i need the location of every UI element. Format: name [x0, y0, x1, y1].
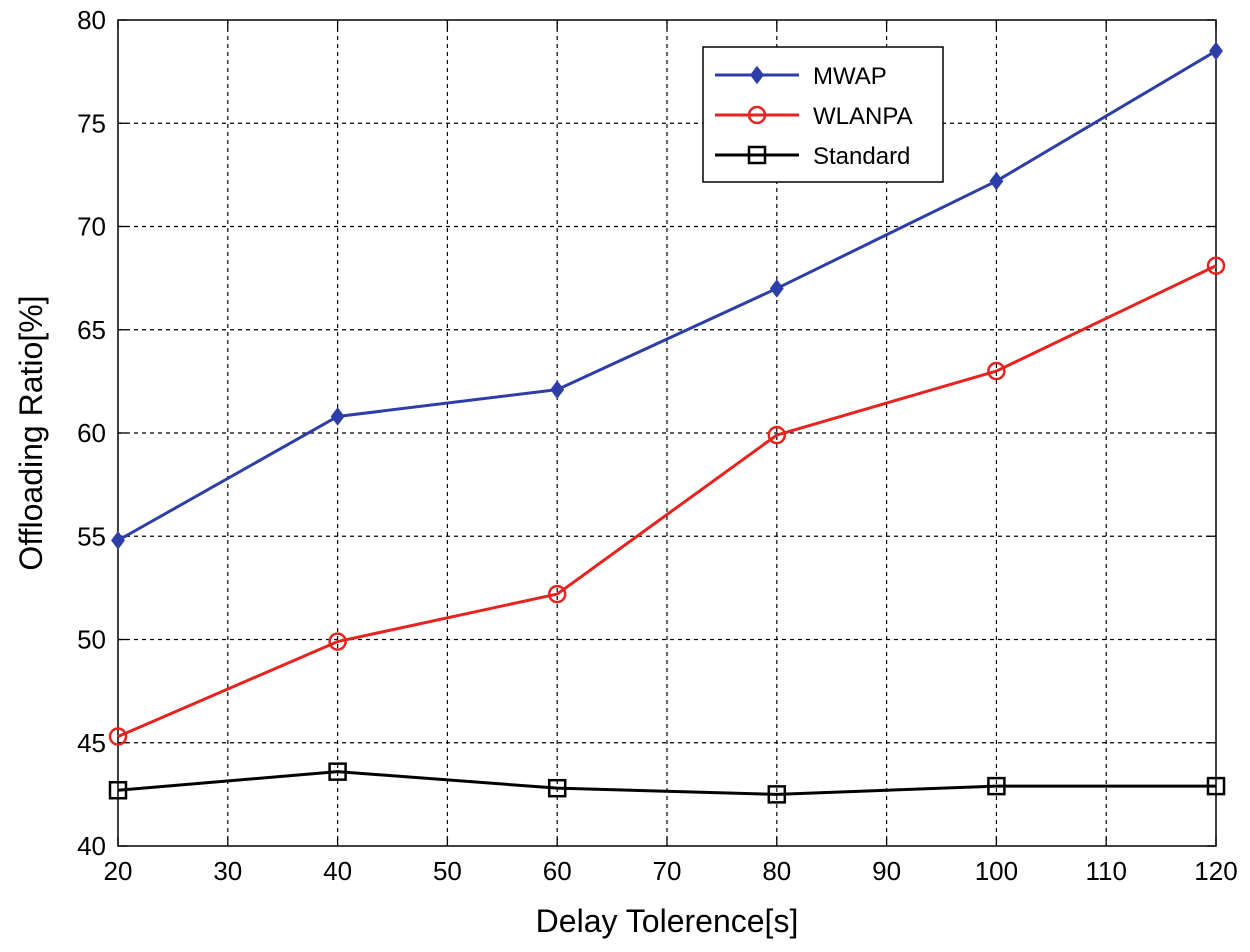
y-axis-title: Offloading Ratio[%]: [13, 295, 49, 570]
y-tick-label: 80: [77, 5, 106, 35]
legend-label-mwap: MWAP: [813, 63, 887, 90]
series-mwap: [111, 41, 1223, 550]
y-tick-label: 65: [77, 315, 106, 345]
grid: [118, 20, 1216, 846]
data-point-standard: [767, 785, 787, 804]
x-tick-label: 20: [104, 856, 133, 886]
y-tick-label: 55: [77, 521, 106, 551]
data-point-standard: [328, 762, 347, 781]
data-point-wlanpa: [1206, 256, 1226, 275]
data-point-standard: [1206, 776, 1226, 796]
y-tick-label: 50: [77, 625, 106, 655]
series-line-mwap: [117, 49, 1217, 542]
x-tick-label: 120: [1194, 856, 1237, 886]
x-tick-label: 100: [975, 856, 1018, 886]
x-axis-title: Delay Tolerence[s]: [536, 903, 799, 939]
series-line-standard: [117, 770, 1216, 796]
legend-label-standard: Standard: [813, 143, 910, 170]
data-point-wlanpa: [767, 425, 787, 445]
series-line-wlanpa: [117, 264, 1217, 738]
y-tick-label: 75: [77, 108, 106, 138]
legend: MWAP WLANPA Standard: [702, 46, 944, 183]
data-point-mwap: [769, 279, 784, 298]
axes: 20 30 40 50 60 70 80 90 100 110 120 40 45 50 55 60 65 70 7…: [77, 5, 1238, 886]
series-wlanpa: [108, 256, 1226, 746]
x-tick-label: 70: [653, 856, 682, 886]
y-tick-label: 70: [77, 212, 106, 242]
data-point-standard: [108, 780, 128, 800]
data-point-standard: [987, 776, 1006, 796]
x-tick-label: 40: [323, 856, 352, 886]
x-tick-label: 50: [433, 856, 462, 886]
data-point-wlanpa: [328, 632, 347, 651]
series-standard: [108, 762, 1226, 804]
data-point-wlanpa: [547, 584, 567, 604]
legend-marker-wlanpa: [747, 105, 767, 125]
legend-label-wlanpa: WLANPA: [813, 103, 913, 130]
x-tick-label: 90: [872, 856, 901, 886]
data-point-mwap: [1209, 41, 1223, 61]
data-point-wlanpa: [987, 361, 1006, 381]
x-tick-label: 60: [543, 856, 572, 886]
series-layer: [108, 41, 1226, 804]
data-point-mwap: [550, 380, 565, 399]
y-tick-label: 45: [77, 728, 106, 758]
y-tick-label: 60: [77, 418, 106, 448]
legend-marker-standard: [747, 145, 767, 165]
x-tick-label: 30: [213, 856, 242, 886]
data-point-mwap: [111, 531, 125, 550]
data-point-mwap: [330, 407, 345, 426]
data-point-mwap: [989, 171, 1004, 191]
data-point-standard: [547, 778, 567, 798]
x-tick-label: 80: [762, 856, 791, 886]
x-tick-label: 110: [1085, 856, 1126, 886]
y-tick-label: 40: [77, 831, 106, 861]
legend-marker-mwap: [750, 65, 764, 85]
data-point-wlanpa: [108, 727, 128, 746]
